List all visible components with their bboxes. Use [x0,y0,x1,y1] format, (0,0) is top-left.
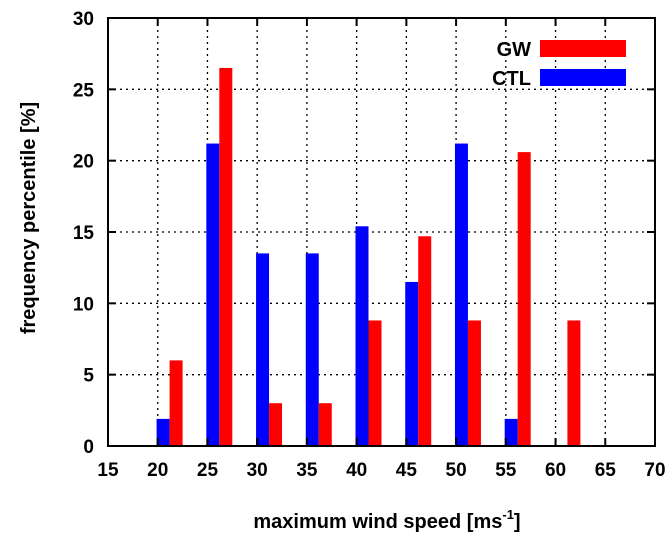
axis-ticks: 15 20 25 30 35 40 45 50 55 60 65 70 0 5 10 15 20 25 30 [73,9,666,481]
x-tick-label: 55 [495,460,517,481]
bar-gw [567,320,581,446]
x-tick-label: 25 [197,460,219,481]
y-tick-label: 5 [83,366,94,387]
bar-gw [418,236,432,446]
legend-label-ctl: CTL [492,68,531,90]
y-tick-label: 0 [83,437,94,458]
x-tick-label: 40 [346,460,367,481]
legend-swatch-gw [540,40,626,57]
x-tick-label: 50 [446,460,467,481]
legend-swatch-ctl [540,69,626,86]
y-tick-label: 15 [73,223,95,244]
bar-ctl [156,418,170,446]
legend-label-gw: GW [497,39,532,61]
x-tick-label: 45 [396,460,418,481]
bar-ctl [454,143,468,446]
y-tick-label: 25 [73,80,95,101]
x-tick-label: 30 [247,460,268,481]
x-tick-label: 35 [296,460,318,481]
bar-gw [219,67,233,446]
grid-lines [108,18,655,446]
bar-ctl [504,418,518,446]
x-axis-label: maximum wind speed [ms-1] [253,507,520,533]
x-axis-label-superscript: -1 [502,507,514,522]
y-tick-label: 10 [73,294,94,315]
bar-gw [517,152,531,446]
legend: GW CTL [492,39,626,90]
x-tick-label: 60 [545,460,566,481]
y-axis-label: frequency percentile [%] [18,102,40,334]
bar-ctl [305,253,319,446]
x-axis-label-main: maximum wind speed [ms [253,511,502,533]
y-tick-label: 30 [73,9,94,30]
bar-ctl [355,226,369,446]
bar-ctl [206,143,220,446]
x-axis-label-suffix: ] [514,511,521,533]
bar-gw [467,320,481,446]
bar-gw [318,403,332,446]
bar-gw [368,320,382,446]
y-tick-label: 20 [73,152,94,173]
x-tick-label: 15 [97,460,119,481]
x-tick-label: 70 [644,460,665,481]
bars [156,67,581,446]
bar-gw [269,403,283,446]
bar-ctl [256,253,270,446]
x-tick-label: 20 [147,460,168,481]
x-tick-label: 65 [595,460,617,481]
bar-gw [169,360,183,446]
bar-ctl [405,281,419,446]
